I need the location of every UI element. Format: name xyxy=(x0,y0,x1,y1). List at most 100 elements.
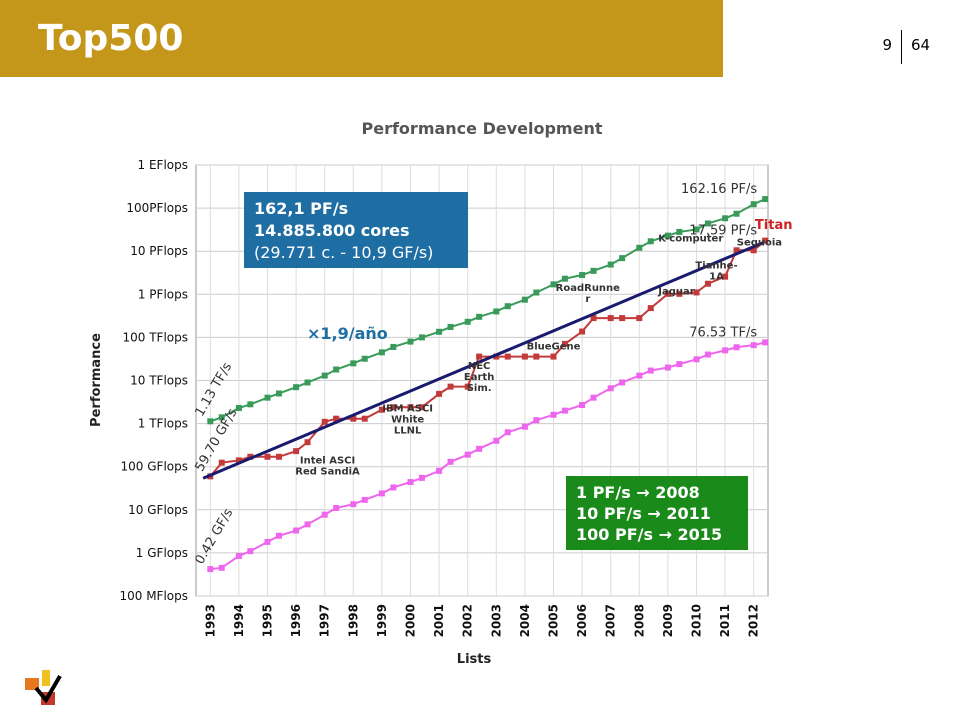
y-tick-label: 10 TFlops xyxy=(130,374,188,388)
system-annotation: Tianhe-1A xyxy=(695,260,737,282)
x-tick-label: 2002 xyxy=(461,604,475,637)
data-point xyxy=(762,237,769,244)
data-point xyxy=(361,496,368,503)
data-point xyxy=(607,315,614,322)
y-tick-label: 100 MFlops xyxy=(119,589,188,603)
data-point xyxy=(293,384,300,391)
data-point xyxy=(333,415,340,422)
data-point xyxy=(476,445,483,452)
data-point xyxy=(264,394,271,401)
x-tick-label: 2008 xyxy=(632,604,646,637)
data-point xyxy=(693,226,700,233)
data-point xyxy=(333,366,340,373)
x-tick-label: 2000 xyxy=(404,604,418,637)
x-tick-label: 1999 xyxy=(375,604,389,637)
data-point xyxy=(733,247,740,254)
data-point xyxy=(476,353,483,360)
data-point xyxy=(647,367,654,374)
data-point xyxy=(235,552,242,559)
data-point xyxy=(207,418,214,425)
callout-line: (29.771 c. - 10,9 GF/s) xyxy=(254,243,433,262)
data-point xyxy=(418,474,425,481)
data-point xyxy=(407,338,414,345)
page-separator xyxy=(901,30,902,64)
data-point xyxy=(350,360,357,367)
data-point xyxy=(664,290,671,297)
x-tick-label: 2012 xyxy=(747,604,761,637)
x-tick-label: 2004 xyxy=(518,604,532,637)
data-point xyxy=(321,372,328,379)
data-point xyxy=(235,405,242,412)
slide-title: Top500 xyxy=(38,18,184,59)
data-point xyxy=(447,458,454,465)
data-point xyxy=(321,418,328,425)
x-axis-label: Lists xyxy=(457,652,492,667)
data-point xyxy=(293,448,300,455)
data-point xyxy=(436,467,443,474)
data-point xyxy=(561,407,568,414)
callout-line: 100 PF/s → 2015 xyxy=(576,525,722,544)
data-point xyxy=(636,244,643,251)
data-point xyxy=(750,201,757,208)
data-point xyxy=(264,538,271,545)
data-point xyxy=(235,457,242,464)
data-point xyxy=(304,521,311,528)
x-tick-label: 2005 xyxy=(547,604,561,637)
data-point xyxy=(733,344,740,351)
page-number: 9 xyxy=(882,36,892,54)
x-tick-label: 2007 xyxy=(604,604,618,637)
series-end-label: 17.59 PF/s xyxy=(689,224,757,239)
data-point xyxy=(333,505,340,512)
data-point xyxy=(378,349,385,356)
data-point xyxy=(293,527,300,534)
data-point xyxy=(590,394,597,401)
data-point xyxy=(550,353,557,360)
data-point xyxy=(704,351,711,358)
data-point xyxy=(378,406,385,413)
data-point xyxy=(447,383,454,390)
data-point xyxy=(647,238,654,245)
data-point xyxy=(722,273,729,280)
x-tick-label: 1996 xyxy=(289,604,303,637)
data-point xyxy=(304,439,311,446)
data-point xyxy=(579,402,586,409)
series-line xyxy=(209,198,766,423)
x-tick-label: 1998 xyxy=(346,604,360,637)
system-annotation: Titan xyxy=(755,218,793,233)
callout-box xyxy=(244,192,468,268)
data-point xyxy=(436,390,443,397)
data-point xyxy=(275,390,282,397)
data-point xyxy=(493,437,500,444)
data-point xyxy=(247,401,254,408)
y-tick-label: 1 GFlops xyxy=(136,546,188,560)
data-point xyxy=(590,315,597,322)
data-point xyxy=(619,255,626,262)
total-pages: 64 xyxy=(911,36,931,54)
data-point xyxy=(693,356,700,363)
data-point xyxy=(561,275,568,282)
data-point xyxy=(304,379,311,386)
y-tick-label: 1 PFlops xyxy=(138,287,188,301)
data-point xyxy=(733,210,740,217)
data-point xyxy=(418,334,425,341)
data-point xyxy=(418,404,425,411)
x-tick-label: 2006 xyxy=(575,604,589,637)
chart-title: Performance Development xyxy=(362,119,603,138)
data-point xyxy=(476,313,483,320)
data-point xyxy=(619,379,626,386)
trend-label: ×1,9/año xyxy=(307,324,388,343)
data-point xyxy=(464,318,471,325)
y-tick-label: 100 GFlops xyxy=(121,460,188,474)
data-point xyxy=(579,328,586,335)
data-point xyxy=(218,414,225,421)
data-point xyxy=(533,289,540,296)
y-tick-label: 10 PFlops xyxy=(130,244,188,258)
data-point xyxy=(264,453,271,460)
data-point xyxy=(321,511,328,518)
data-point xyxy=(676,290,683,297)
data-point xyxy=(493,353,500,360)
callout-line: 1 PF/s → 2008 xyxy=(576,483,700,502)
data-point xyxy=(704,280,711,287)
data-point xyxy=(762,339,769,346)
data-point xyxy=(493,308,500,315)
